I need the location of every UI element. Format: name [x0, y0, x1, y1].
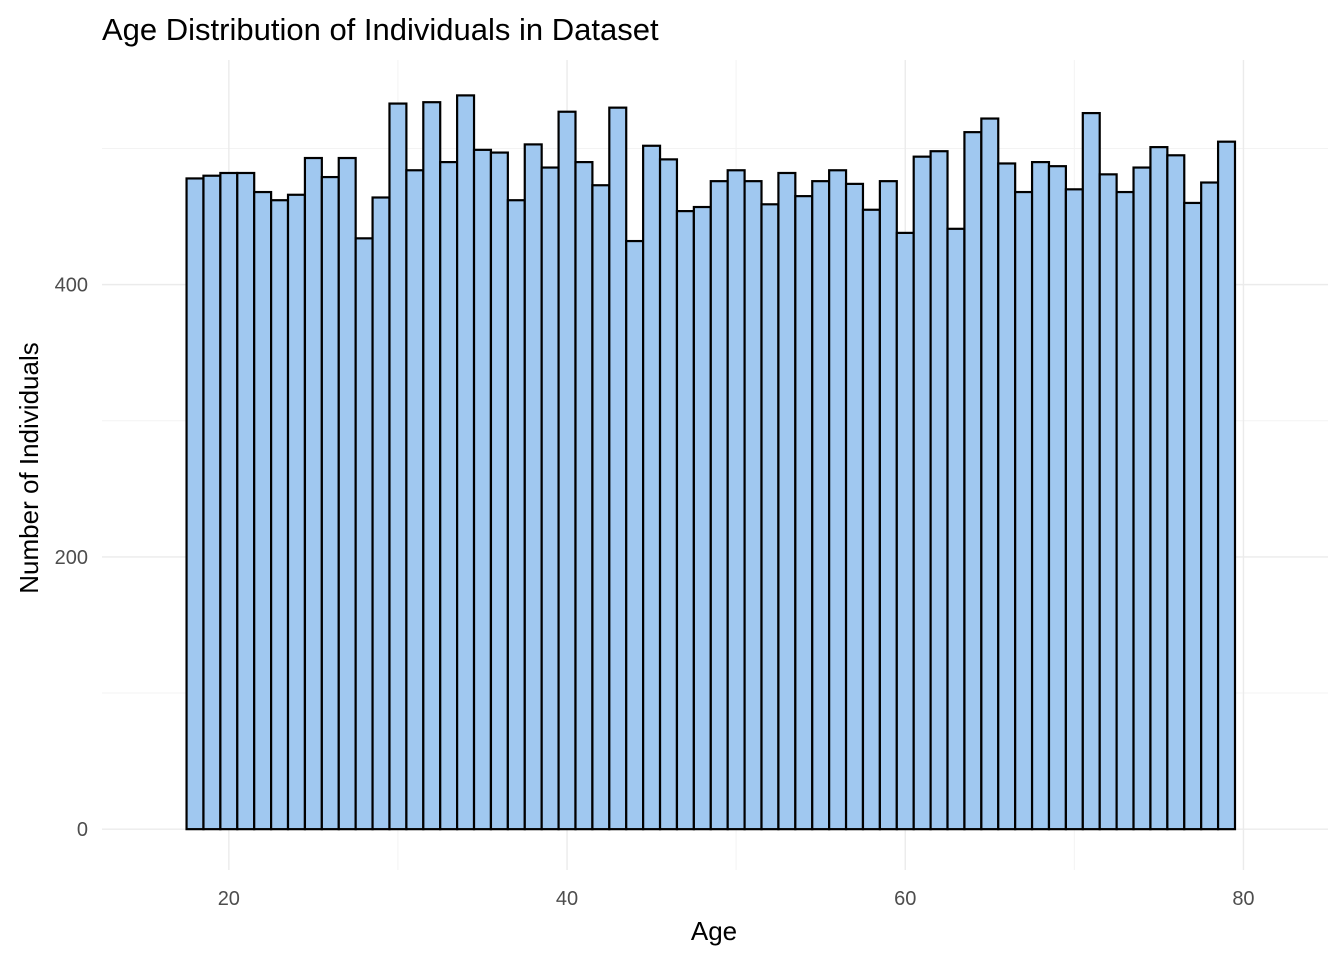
bar-age-77 [1183, 201, 1203, 831]
bar-age-68 [1030, 161, 1051, 831]
bar-age-47 [675, 210, 695, 831]
bar-age-27 [337, 156, 357, 831]
bar-age-45 [642, 144, 662, 831]
y-axis-title: Number of Individuals [14, 342, 44, 593]
bar-age-60 [895, 231, 915, 831]
bar-age-34 [456, 94, 476, 831]
y-tick-label: 200 [55, 547, 88, 569]
bar-age-35 [472, 148, 493, 831]
bar-age-79 [1216, 140, 1237, 831]
bar-age-25 [303, 156, 323, 831]
bar-age-19 [202, 174, 222, 831]
bar-age-29 [371, 196, 391, 831]
bar-age-65 [980, 117, 1000, 831]
y-tick-label: 400 [55, 275, 88, 297]
bar-age-58 [861, 208, 881, 831]
bar-age-52 [760, 203, 780, 831]
bar-age-76 [1166, 154, 1186, 831]
bar-age-75 [1149, 146, 1169, 831]
bar-age-57 [844, 182, 865, 831]
bar-age-39 [540, 166, 560, 831]
bar-age-21 [236, 171, 256, 831]
x-tick-label: 60 [894, 888, 916, 910]
x-tick-labels: 20 40 60 80 [218, 888, 1255, 910]
bar-age-54 [794, 195, 814, 831]
chart-title: Age Distribution of Individuals in Datas… [102, 12, 659, 47]
bar-age-55 [811, 180, 831, 831]
y-tick-labels: 0 200 400 [55, 275, 88, 842]
bar-age-41 [574, 161, 594, 831]
x-axis-title: Age [691, 916, 737, 946]
bar-age-71 [1081, 111, 1101, 831]
bar-age-49 [709, 180, 729, 831]
bar-age-24 [286, 193, 307, 831]
bar-age-44 [625, 239, 645, 831]
bar-age-43 [608, 106, 628, 831]
bar-age-56 [828, 169, 848, 831]
bar-age-23 [270, 199, 290, 831]
bar-age-64 [963, 131, 983, 831]
bar-age-70 [1064, 188, 1084, 831]
bar-age-22 [253, 190, 273, 831]
bar-age-33 [439, 161, 459, 831]
bar-age-18 [185, 177, 205, 831]
x-tick-label: 40 [556, 888, 578, 910]
bars [185, 94, 1237, 831]
bar-age-51 [743, 180, 763, 831]
x-tick-label: 80 [1232, 888, 1254, 910]
bar-age-36 [489, 151, 509, 831]
bar-age-74 [1132, 166, 1152, 831]
bar-age-63 [946, 227, 966, 831]
bar-age-38 [523, 143, 543, 831]
x-tick-label: 20 [218, 888, 240, 910]
bar-age-26 [320, 175, 340, 831]
bar-age-62 [929, 150, 949, 831]
bar-age-66 [997, 162, 1017, 831]
bar-age-67 [1014, 190, 1034, 831]
bar-age-40 [557, 110, 577, 831]
bar-age-53 [777, 171, 797, 831]
bar-age-61 [912, 155, 932, 831]
bar-age-42 [591, 184, 611, 831]
bar-age-28 [354, 237, 374, 831]
bar-age-73 [1115, 190, 1135, 831]
bar-age-31 [405, 169, 425, 831]
bar-age-37 [506, 199, 526, 831]
bar-age-69 [1047, 165, 1067, 831]
bar-age-48 [692, 205, 712, 831]
bar-age-20 [219, 171, 239, 831]
bar-age-32 [422, 101, 442, 831]
bar-age-50 [726, 169, 746, 831]
bar-age-30 [388, 102, 408, 831]
bar-age-59 [878, 180, 898, 831]
bar-age-72 [1098, 173, 1118, 831]
bar-age-46 [658, 158, 679, 831]
bar-age-78 [1200, 181, 1220, 831]
y-tick-label: 0 [77, 819, 88, 841]
